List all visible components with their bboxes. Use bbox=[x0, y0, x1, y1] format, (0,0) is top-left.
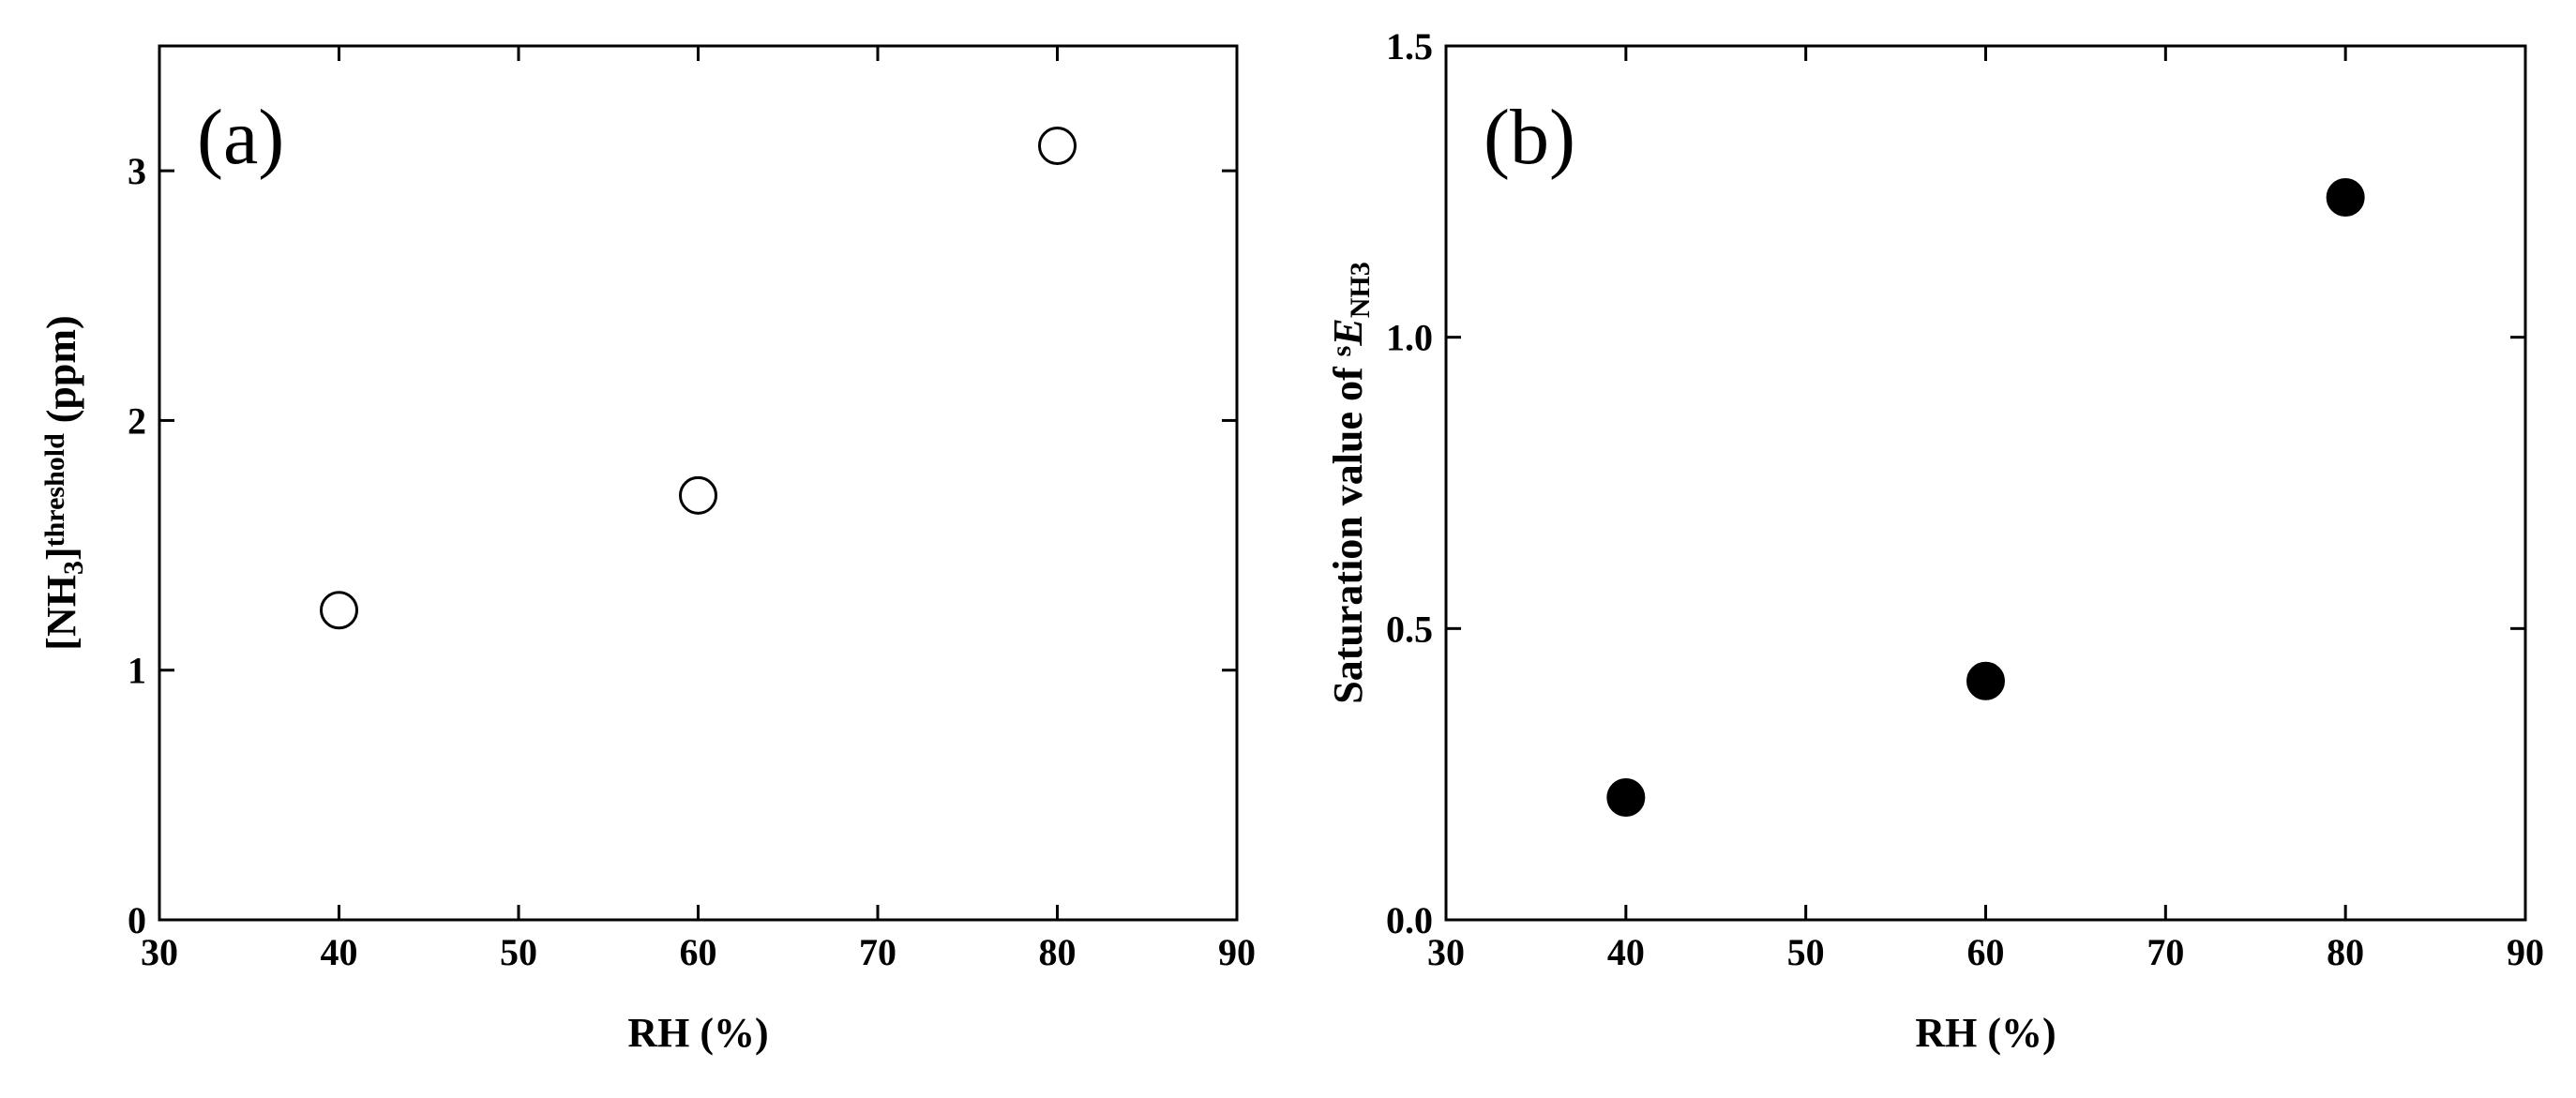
marker bbox=[320, 591, 358, 630]
marker bbox=[2326, 178, 2365, 218]
y-tick-label: 1.0 bbox=[1386, 317, 1433, 359]
panel-label: (b) bbox=[1484, 94, 1575, 181]
marker bbox=[679, 475, 717, 515]
x-tick-label: 30 bbox=[141, 931, 178, 973]
plot-frame bbox=[1444, 44, 2527, 922]
y-axis-label-part: threshold bbox=[39, 433, 70, 547]
y-axis-label-part: NH3 bbox=[1345, 262, 1376, 318]
x-tick-label: 80 bbox=[1039, 931, 1077, 973]
y-tick-label: 1 bbox=[128, 650, 146, 692]
y-tick-label: 1.5 bbox=[1386, 25, 1433, 68]
y-tick-label: 0.5 bbox=[1386, 608, 1433, 650]
y-axis-label-part: E bbox=[1325, 318, 1371, 346]
x-tick-label: 70 bbox=[2147, 931, 2184, 973]
x-tick-label: 50 bbox=[500, 931, 537, 973]
y-axis-label-part: (ppm) bbox=[38, 315, 84, 433]
marker bbox=[1966, 661, 2005, 700]
y-axis-label-part: s bbox=[1326, 346, 1357, 357]
y-tick-label: 0.0 bbox=[1386, 899, 1433, 941]
x-tick-label: 60 bbox=[680, 931, 717, 973]
plot-frame bbox=[158, 44, 1239, 922]
y-axis-label-part: ] bbox=[38, 547, 84, 561]
x-tick-label: 40 bbox=[1607, 931, 1645, 973]
y-axis-label-part: 3 bbox=[58, 561, 89, 575]
marker bbox=[1038, 127, 1077, 166]
x-tick-label: 90 bbox=[1218, 931, 1256, 973]
x-tick-label: 80 bbox=[2327, 931, 2364, 973]
x-axis-label: RH (%) bbox=[627, 1010, 768, 1056]
x-tick-label: 70 bbox=[859, 931, 896, 973]
y-axis-label-part: Saturation value of bbox=[1325, 356, 1371, 703]
x-tick-label: 90 bbox=[2507, 931, 2544, 973]
panel-label: (a) bbox=[197, 94, 284, 181]
y-axis-label: Saturation value of sENH3 bbox=[1325, 262, 1376, 703]
x-tick-label: 40 bbox=[321, 931, 358, 973]
y-tick-label: 2 bbox=[128, 399, 146, 442]
y-axis-label: [NH3]threshold (ppm) bbox=[38, 315, 89, 650]
y-axis-label-part: [NH bbox=[38, 575, 84, 651]
x-tick-label: 50 bbox=[1787, 931, 1825, 973]
x-tick-label: 30 bbox=[1427, 931, 1465, 973]
x-tick-label: 60 bbox=[1967, 931, 2005, 973]
y-tick-label: 3 bbox=[128, 150, 146, 192]
x-axis-label: RH (%) bbox=[1915, 1010, 2056, 1056]
marker bbox=[1606, 778, 1646, 818]
y-tick-label: 0 bbox=[128, 899, 146, 941]
